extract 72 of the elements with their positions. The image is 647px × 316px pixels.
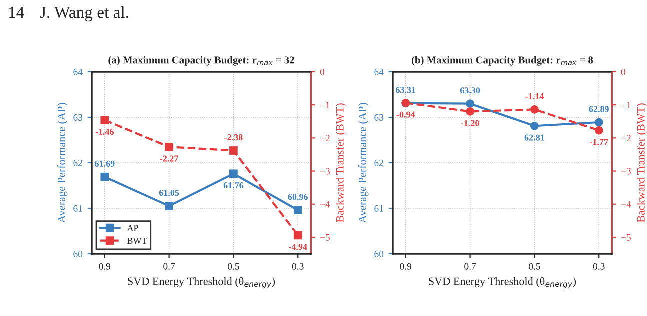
point — [594, 118, 604, 127]
text: J. Wang et al. — [40, 6, 128, 22]
data-label: 61.05 — [159, 190, 180, 196]
data-label: -4.94 — [289, 244, 308, 250]
y2-tick-label: 0 — [621, 68, 626, 76]
x-tick-label: 0.5 — [529, 263, 540, 270]
point — [294, 231, 302, 240]
point — [530, 106, 539, 114]
point — [294, 206, 302, 214]
chart-title: (a) Maximum Capacity Budget: r$_{max}$ = 32 — [108, 56, 294, 66]
y2-tick-label: −5 — [320, 234, 330, 241]
y-tick-label: 62 — [374, 160, 384, 166]
y2-tick-label: −4 — [320, 201, 330, 208]
x-tick-label: 0.9 — [400, 263, 412, 270]
y-tick-label: 64 — [374, 68, 384, 76]
data-label: -2.27 — [160, 156, 178, 162]
point — [165, 142, 174, 152]
y2-tick-label: −5 — [622, 234, 631, 241]
data-label: 60.96 — [288, 194, 308, 200]
y2-tick-label: −3 — [622, 168, 631, 175]
y2-tick-label: 0 — [320, 68, 325, 76]
point — [230, 146, 238, 155]
x-tick-label: 0.3 — [593, 263, 605, 270]
y-axis-title: Average Performance (AP) — [57, 103, 68, 224]
data-label: -0.94 — [396, 112, 416, 118]
y-tick-label: 60 — [374, 250, 384, 258]
y-tick-label: 63 — [374, 114, 384, 121]
point — [100, 116, 110, 124]
y-tick-label: 60 — [74, 250, 83, 258]
data-label: 63.30 — [460, 88, 480, 94]
x-tick-label: 0.7 — [164, 263, 176, 270]
data-label: -1.46 — [96, 128, 114, 136]
point — [230, 170, 238, 178]
y-axis-title: Average Performance (AP) — [358, 103, 369, 224]
y2-axis-title: Backward Transfer (BWT) — [636, 104, 647, 223]
data-label: -1.77 — [590, 139, 608, 146]
point — [100, 172, 110, 182]
point — [594, 126, 604, 135]
text: 14 — [9, 7, 24, 18]
x-tick-label: 0.9 — [99, 263, 111, 270]
y2-tick-label: −1 — [622, 102, 631, 108]
y2-axis-title: Backward Transfer (BWT) — [336, 104, 346, 223]
y2-tick-label: −3 — [320, 168, 330, 175]
y-tick-label: 61 — [374, 205, 384, 212]
data-label: -2.38 — [224, 134, 243, 141]
data-label: 62.89 — [589, 106, 609, 112]
x-axis-title: SVD Energy Threshold (θ$_{energy}$) — [429, 277, 576, 289]
y-tick-label: 64 — [74, 68, 83, 76]
legend-label: BWT — [127, 238, 148, 244]
chart-title: (b) Maximum Capacity Budget: r$_{max}$ = 8 — [412, 56, 594, 66]
x-axis-title: SVD Energy Threshold (θ$_{energy}$) — [128, 277, 276, 289]
point — [466, 108, 474, 116]
y-tick-label: 62 — [74, 160, 82, 166]
y2-tick-label: −1 — [320, 102, 330, 108]
x-tick-label: 0.7 — [464, 263, 476, 270]
data-label: 61.69 — [95, 160, 115, 167]
y2-tick-label: −4 — [622, 201, 632, 208]
y-tick-label: 63 — [74, 114, 83, 121]
data-label: 61.76 — [224, 182, 244, 189]
y2-tick-label: −2 — [320, 135, 330, 142]
point — [530, 122, 539, 130]
data-label: -1.14 — [526, 94, 544, 100]
x-tick-label: 0.5 — [228, 263, 240, 270]
data-label: 62.81 — [524, 134, 544, 141]
y-tick-label: 61 — [74, 205, 82, 212]
data-label: 63.31 — [396, 87, 416, 94]
point — [165, 202, 174, 210]
x-tick-label: 0.3 — [292, 263, 304, 270]
data-label: -1.20 — [461, 120, 480, 126]
point — [466, 100, 474, 108]
y2-tick-label: −2 — [622, 135, 631, 142]
legend-label: AP — [127, 225, 138, 232]
